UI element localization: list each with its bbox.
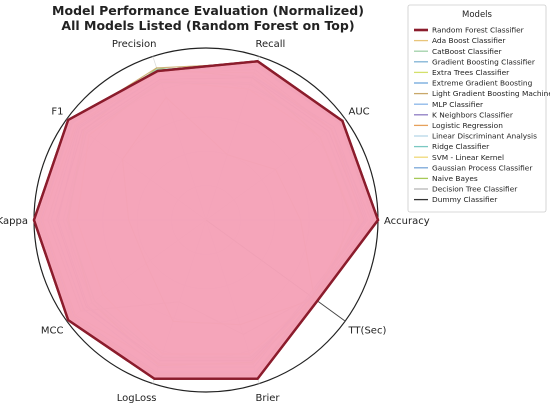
legend-label: Ridge Classifier <box>432 142 490 151</box>
axis-label-f1: F1 <box>51 107 63 118</box>
legend-label: Random Forest Classifier <box>432 26 525 35</box>
axis-label-tt-sec-: TT(Sec) <box>348 325 387 336</box>
axis-label-accuracy: Accuracy <box>384 216 430 227</box>
legend-label: Ada Boost Classifier <box>432 36 506 45</box>
axis-label-kappa: Kappa <box>0 216 28 227</box>
series-polygon-highlight <box>32 60 380 380</box>
legend-label: Light Gradient Boosting Machine <box>432 89 550 98</box>
axis-label-mcc: MCC <box>41 325 64 336</box>
chart-subtitle: All Models Listed (Random Forest on Top) <box>61 18 354 33</box>
legend-label: Logistic Regression <box>432 121 503 130</box>
legend-label: Decision Tree Classifier <box>432 185 518 194</box>
legend-label: Extra Trees Classifier <box>432 68 510 77</box>
axis-label-recall: Recall <box>256 39 286 50</box>
legend-label: Gaussian Process Classifier <box>432 163 533 172</box>
series-layer <box>32 60 380 380</box>
legend-label: Dummy Classifier <box>432 195 498 204</box>
legend-label: Extreme Gradient Boosting <box>432 79 533 88</box>
chart-title: Model Performance Evaluation (Normalized… <box>52 3 364 18</box>
legend-label: K Neighbors Classifier <box>432 110 514 119</box>
legend-label: Naive Bayes <box>432 174 478 183</box>
legend-label: MLP Classifier <box>432 100 484 109</box>
axis-label-auc: AUC <box>349 107 370 118</box>
legend-title: Models <box>462 10 493 20</box>
legend-frame <box>407 4 547 213</box>
axis-label-brier: Brier <box>256 393 281 404</box>
axis-label-precision: Precision <box>112 39 157 50</box>
legend-label: CatBoost Classifier <box>432 47 502 56</box>
legend-label: Gradient Boosting Classifier <box>432 57 536 66</box>
legend-label: Linear Discriminant Analysis <box>432 132 537 141</box>
legend-label: SVM - Linear Kernel <box>432 153 504 162</box>
axis-label-logloss: LogLoss <box>117 393 157 404</box>
axis-labels: Accuracy AUC Recall Precision F1 Kappa MCC LogL… <box>0 39 430 404</box>
